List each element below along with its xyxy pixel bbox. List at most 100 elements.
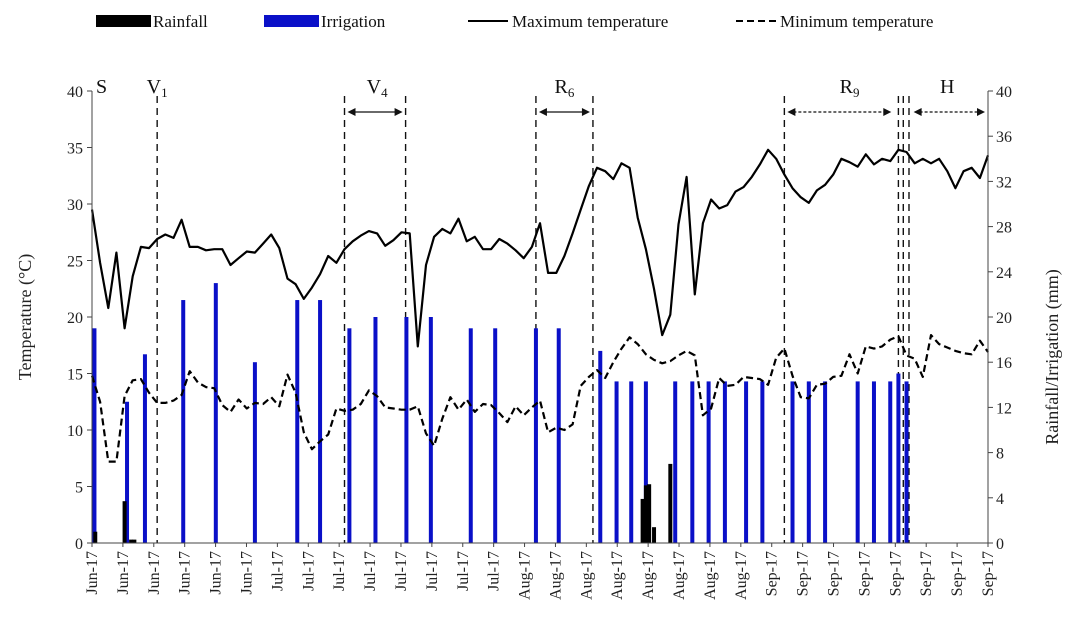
y-right-tick-label-9: 36 (996, 129, 1012, 146)
stage-arrowhead-left-5 (913, 108, 922, 116)
x-tick-label-22: Sep-17 (764, 551, 781, 596)
stage-label-5: H (940, 76, 954, 98)
y-left-tick-label-2: 10 (67, 423, 83, 440)
x-tick-label-28: Sep-17 (949, 551, 966, 596)
rainfall-bar-3 (132, 539, 137, 543)
rainfall-bar-2 (129, 539, 134, 543)
irrigation-bar-23 (722, 381, 727, 543)
stage-label-4: R9 (840, 76, 860, 100)
min-temperature-line (90, 334, 989, 463)
irrigation-bar-24 (744, 381, 749, 543)
stage-arrowhead-right-3 (581, 108, 590, 116)
x-tick-label-0: Jun-17 (84, 551, 101, 595)
irrigation-bar-30 (871, 381, 876, 543)
y-left-tick-label-1: 5 (75, 480, 83, 497)
irrigation-bar-28 (823, 381, 828, 543)
x-tick-label-17: Aug-17 (609, 551, 626, 600)
y-right-tick-label-1: 4 (996, 491, 1004, 508)
legend: Rainfall Irrigation Maximum temperature Min… (96, 12, 933, 31)
stage-label-2: V4 (367, 76, 388, 100)
irrigation-bar-6 (295, 300, 300, 543)
irrigation-bar-29 (855, 381, 860, 543)
x-tick-label-5: Jun-17 (238, 551, 255, 595)
irrigation-bar-14 (533, 328, 538, 543)
irrigation-bar-15 (556, 328, 561, 543)
stage-arrowhead-right-2 (394, 108, 403, 116)
irrigation-bar-27 (806, 381, 811, 543)
irrigation-bar-10 (404, 317, 409, 543)
irrigation-bar-0 (92, 328, 97, 543)
max-temperature-line (90, 148, 990, 348)
x-tick-label-27: Sep-17 (918, 551, 935, 596)
y-left-tick-label-6: 30 (67, 197, 83, 214)
irrigation-bar-26 (790, 381, 795, 543)
irrigation-bar-21 (690, 381, 695, 543)
x-tick-label-16: Aug-17 (578, 551, 595, 600)
irrigation-bar-19 (643, 381, 648, 543)
irrigation-bar-3 (181, 300, 186, 543)
x-tick-label-23: Sep-17 (795, 551, 812, 596)
stage-arrowhead-right-4 (883, 108, 892, 116)
x-tick-label-19: Aug-17 (671, 551, 688, 600)
stage-label-sub-2: 4 (381, 85, 388, 100)
bars (92, 283, 909, 543)
legend-swatch-1 (264, 15, 319, 27)
y-right-tick-label-6: 24 (996, 265, 1012, 282)
y-right-tick-label-0: 0 (996, 536, 1004, 553)
irrigation-bar-22 (706, 381, 711, 543)
temperature-lines (90, 148, 990, 463)
rainfall-bar-0 (93, 531, 98, 543)
rainfall-bar-1 (122, 501, 127, 543)
legend-label-1: Irrigation (321, 12, 386, 31)
stage-arrowhead-right-5 (977, 108, 985, 116)
x-tick-label-3: Jun-17 (177, 551, 194, 595)
irrigation-bar-17 (614, 381, 619, 543)
irrigation-bar-2 (142, 354, 147, 543)
y-right-tick-label-7: 28 (996, 220, 1012, 237)
stage-arrowhead-left-3 (538, 108, 547, 116)
x-tick-label-11: Jul-17 (424, 551, 441, 591)
stage-arrowhead-left-4 (787, 108, 796, 116)
x-tick-label-8: Jul-17 (331, 551, 348, 591)
stage-arrowhead-left-2 (347, 108, 356, 116)
irrigation-bar-1 (125, 401, 130, 543)
y-right-tick-label-3: 12 (996, 400, 1012, 417)
irrigation-bar-8 (347, 328, 352, 543)
x-tick-label-4: Jun-17 (208, 551, 225, 595)
x-tick-label-12: Jul-17 (455, 551, 472, 591)
rainfall-bar-4 (640, 498, 645, 543)
irrigation-bar-16 (598, 350, 603, 543)
irrigation-bar-9 (373, 317, 378, 543)
legend-label-3: Minimum temperature (780, 12, 933, 31)
irrigation-bar-12 (468, 328, 473, 543)
x-tick-label-6: Jul-17 (269, 551, 286, 591)
legend-label-0: Rainfall (153, 12, 208, 31)
y-left-tick-label-4: 20 (67, 310, 83, 327)
stage-label-sub-4: 9 (853, 85, 860, 100)
y-right-tick-label-8: 32 (996, 174, 1012, 191)
irrigation-bar-25 (760, 381, 765, 543)
y-right-axis-title: Rainfall/Irrigation (mm) (1042, 269, 1063, 444)
x-tick-label-13: Jul-17 (486, 551, 503, 591)
growth-stages: S V1 V4 R6 R9 H (96, 76, 985, 543)
legend-label-2: Maximum temperature (512, 12, 668, 31)
stage-label-sub-3: 6 (568, 85, 575, 100)
y-left-tick-label-0: 0 (75, 536, 83, 553)
x-tick-label-10: Jul-17 (393, 551, 410, 591)
y-left-tick-label-8: 40 (67, 84, 83, 101)
legend-swatch-0 (96, 15, 151, 27)
irrigation-bar-33 (904, 381, 909, 543)
y-left-tick-label-3: 15 (67, 367, 83, 384)
x-tick-label-9: Jul-17 (362, 551, 379, 591)
stage-label-1: V1 (147, 76, 168, 100)
x-tick-label-24: Sep-17 (826, 551, 843, 596)
x-tick-label-2: Jun-17 (146, 551, 163, 595)
stage-label-3: R6 (555, 76, 575, 100)
rainfall-bar-5 (643, 485, 648, 543)
irrigation-bar-20 (673, 381, 678, 543)
x-tick-label-14: Aug-17 (517, 551, 534, 600)
y-left-tick-label-5: 25 (67, 254, 83, 271)
rainfall-bar-8 (668, 463, 673, 543)
